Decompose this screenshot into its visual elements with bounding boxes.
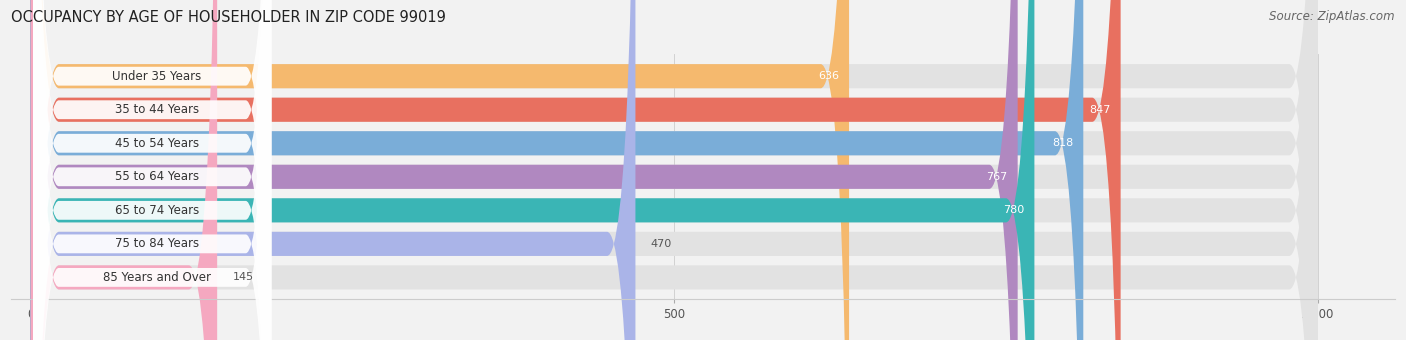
Text: 818: 818 [1052,138,1073,148]
FancyBboxPatch shape [34,0,271,340]
FancyBboxPatch shape [31,0,217,340]
FancyBboxPatch shape [31,0,1317,340]
Text: 55 to 64 Years: 55 to 64 Years [115,170,200,183]
FancyBboxPatch shape [31,0,1317,340]
Text: 636: 636 [818,71,839,81]
Text: 75 to 84 Years: 75 to 84 Years [115,237,200,250]
FancyBboxPatch shape [31,0,1317,340]
FancyBboxPatch shape [31,0,1317,340]
FancyBboxPatch shape [34,0,271,340]
FancyBboxPatch shape [31,0,1035,340]
Text: 145: 145 [232,272,253,283]
Text: 767: 767 [986,172,1007,182]
Text: 45 to 54 Years: 45 to 54 Years [115,137,200,150]
FancyBboxPatch shape [34,0,271,340]
FancyBboxPatch shape [31,0,1317,340]
Text: Under 35 Years: Under 35 Years [112,70,201,83]
FancyBboxPatch shape [31,0,1018,340]
Text: 85 Years and Over: 85 Years and Over [103,271,211,284]
FancyBboxPatch shape [31,0,1083,340]
FancyBboxPatch shape [34,0,271,340]
Text: 65 to 74 Years: 65 to 74 Years [115,204,200,217]
FancyBboxPatch shape [34,0,271,340]
FancyBboxPatch shape [31,0,636,340]
FancyBboxPatch shape [31,0,1317,340]
Text: 780: 780 [1002,205,1024,215]
FancyBboxPatch shape [34,0,271,340]
FancyBboxPatch shape [31,0,1317,340]
Text: 470: 470 [651,239,672,249]
Text: OCCUPANCY BY AGE OF HOUSEHOLDER IN ZIP CODE 99019: OCCUPANCY BY AGE OF HOUSEHOLDER IN ZIP C… [11,10,446,25]
Text: 35 to 44 Years: 35 to 44 Years [115,103,200,116]
FancyBboxPatch shape [31,0,1121,340]
FancyBboxPatch shape [34,0,271,340]
Text: Source: ZipAtlas.com: Source: ZipAtlas.com [1270,10,1395,23]
FancyBboxPatch shape [31,0,849,340]
Text: 847: 847 [1090,105,1111,115]
